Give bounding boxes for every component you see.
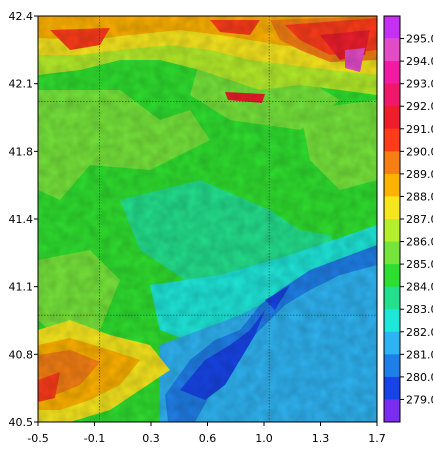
y-tick-label-5: 40.8 (9, 348, 34, 361)
x-tick-label-1: -0.1 (84, 432, 105, 445)
colorbar-swatch-16 (384, 399, 400, 423)
y-tick-label-3: 41.4 (9, 213, 34, 226)
colorbar-label-1: 294.0 (406, 55, 433, 68)
x-tick-label-6: 1.7 (368, 432, 386, 445)
colorbar-frame (383, 15, 401, 423)
colorbar-swatch-15 (384, 376, 400, 400)
colorbar-label-5: 290.0 (406, 145, 433, 158)
colorbar-label-9: 286.0 (406, 236, 433, 249)
colorbar-swatch-3 (384, 106, 400, 130)
colorbar-label-15: 280.0 (406, 371, 433, 384)
colorbar-swatch-10 (384, 264, 400, 288)
colorbar-label-11: 284.0 (406, 281, 433, 294)
x-axis: -0.5 -0.1 0.3 0.6 1.0 1.3 1.7 (27, 422, 386, 445)
colorbar: 295.0 294.0 293.0 292.0 291.0 290.0 289.0 288.0… (383, 15, 433, 423)
gridlines (38, 16, 377, 422)
colorbar-label-6: 289.0 (406, 168, 433, 181)
y-tick-label-2: 41.8 (9, 145, 34, 158)
colorbar-swatch-8 (384, 219, 400, 243)
colorbar-swatch-0 (384, 38, 400, 62)
terrain-texture (38, 16, 377, 422)
colorbar-label-16: 279.0 (406, 393, 433, 406)
colorbar-label-14: 281.0 (406, 348, 433, 361)
y-tick-label-0: 42.4 (9, 10, 34, 23)
colorbar-swatch-7 (384, 196, 400, 220)
colorbar-swatch-6 (384, 173, 400, 197)
colorbar-label-12: 283.0 (406, 303, 433, 316)
colorbar-swatch-12 (384, 309, 400, 333)
colorbar-swatch-13 (384, 331, 400, 355)
colorbar-label-13: 282.0 (406, 326, 433, 339)
colorbar-label-4: 291.0 (406, 123, 433, 136)
x-tick-label-5: 1.3 (312, 432, 330, 445)
colorbar-label-3: 292.0 (406, 100, 433, 113)
map-field (38, 16, 377, 422)
colorbar-label-0: 295.0 (406, 33, 433, 46)
colorbar-label-7: 288.0 (406, 190, 433, 203)
x-tick-label-4: 1.0 (255, 432, 273, 445)
colorbar-swatch-1 (384, 61, 400, 85)
colorbar-swatch-5 (384, 151, 400, 175)
colorbar-swatch-11 (384, 286, 400, 310)
colorbar-label-10: 285.0 (406, 258, 433, 271)
y-tick-label-6: 40.5 (9, 416, 34, 429)
y-axis: 42.4 42.1 41.8 41.4 41.1 40.8 40.5 (9, 10, 38, 429)
colorbar-label-2: 293.0 (406, 78, 433, 91)
colorbar-swatch-9 (384, 241, 400, 265)
x-tick-label-0: -0.5 (27, 432, 48, 445)
colorbar-swatch-4 (384, 128, 400, 152)
y-tick-label-4: 41.1 (9, 281, 34, 294)
colorbar-label-8: 287.0 (406, 213, 433, 226)
colorbar-swatch-2 (384, 83, 400, 107)
colorbar-swatch-14 (384, 354, 400, 378)
colorbar-swatch-top (384, 16, 400, 39)
x-tick-label-2: 0.3 (142, 432, 160, 445)
y-tick-label-1: 42.1 (9, 78, 34, 91)
x-tick-label-3: 0.6 (199, 432, 217, 445)
